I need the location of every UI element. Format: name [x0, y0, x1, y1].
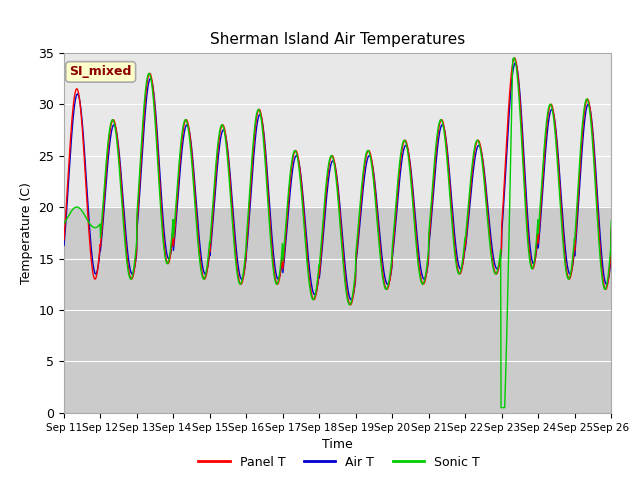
- Legend: Panel T, Air T, Sonic T: Panel T, Air T, Sonic T: [193, 451, 485, 474]
- Title: Sherman Island Air Temperatures: Sherman Island Air Temperatures: [210, 33, 465, 48]
- Y-axis label: Temperature (C): Temperature (C): [20, 182, 33, 284]
- Text: SI_mixed: SI_mixed: [70, 65, 132, 78]
- Bar: [64, 207, 611, 310]
- X-axis label: Time: Time: [322, 438, 353, 451]
- Bar: [64, 310, 611, 413]
